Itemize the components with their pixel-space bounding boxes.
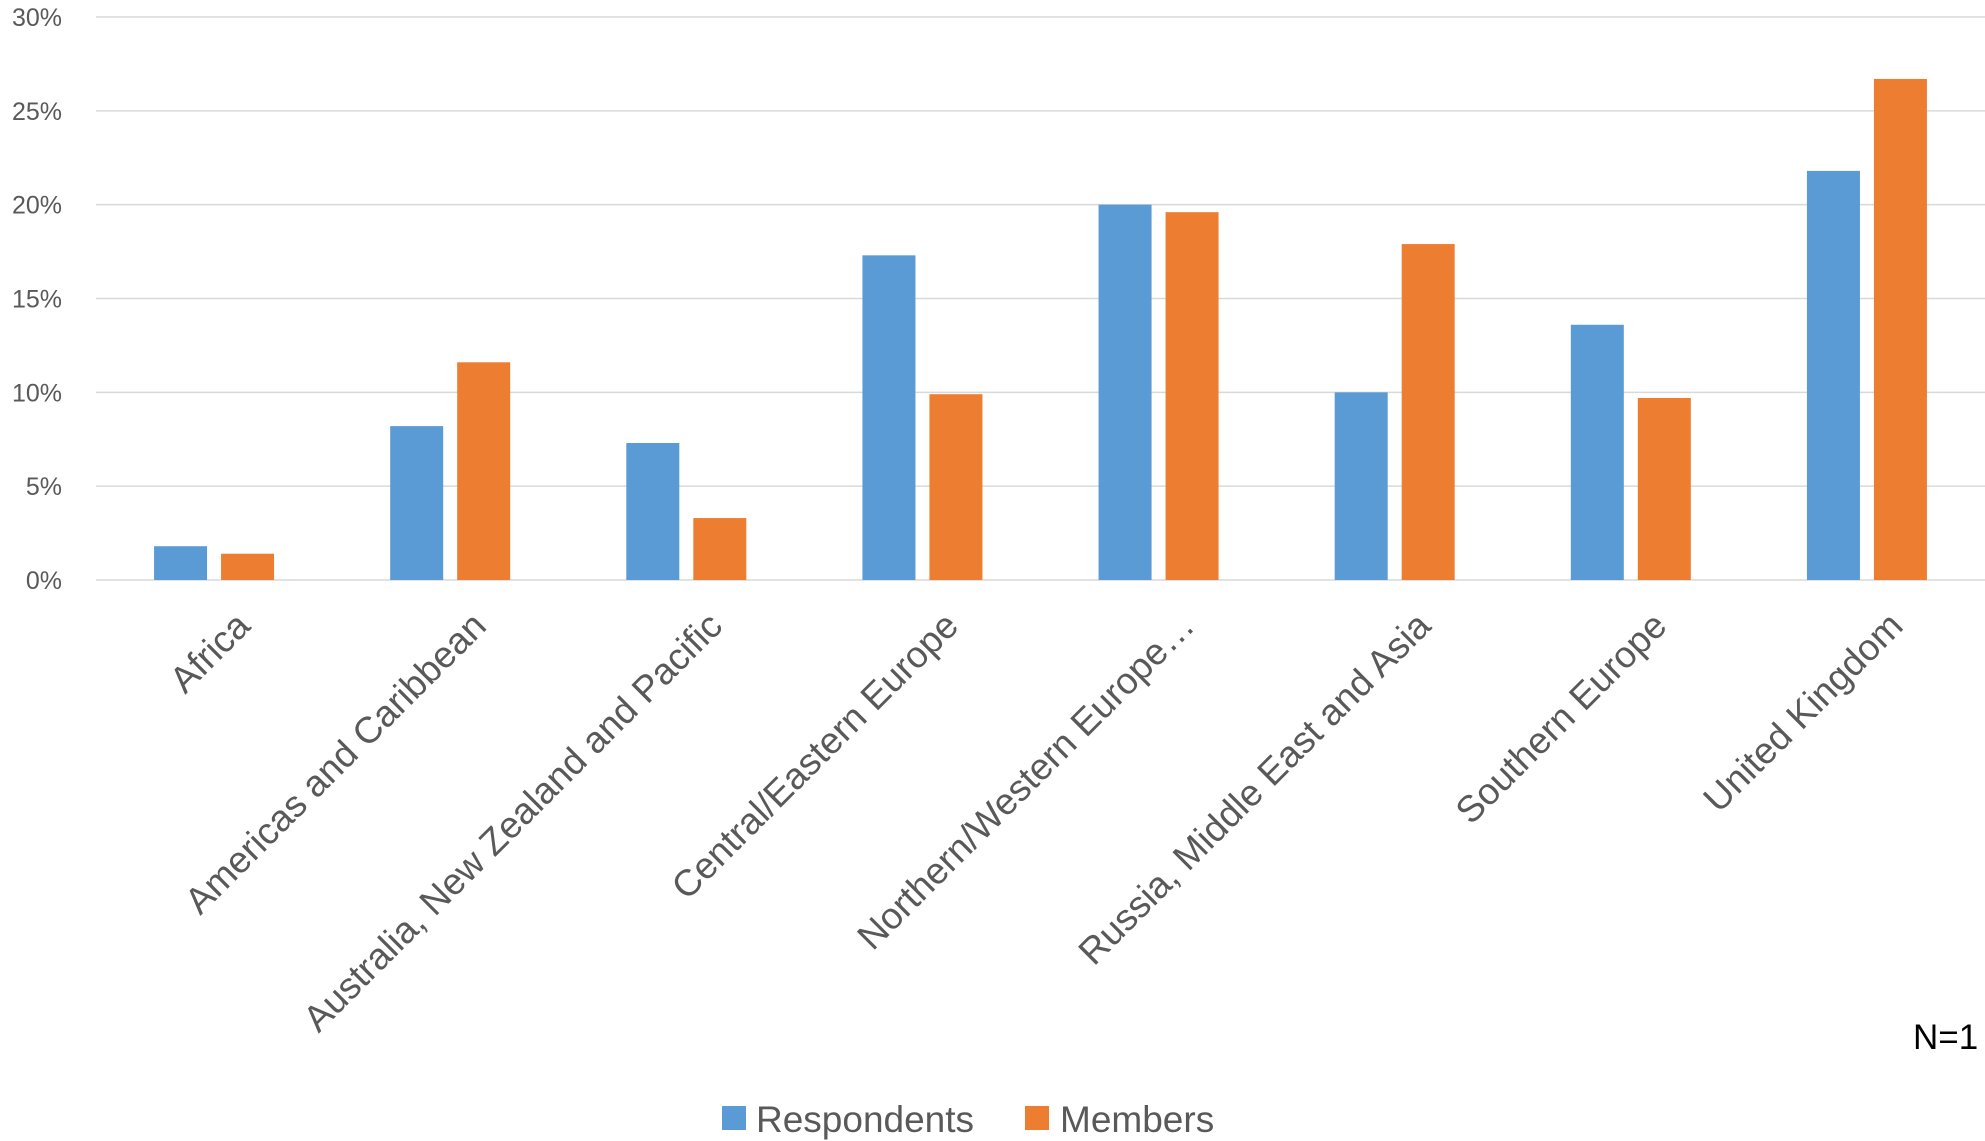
y-tick-label: 0% bbox=[26, 567, 62, 595]
bar-respondents-australia-new-zealand-and-pacific bbox=[626, 443, 680, 580]
gridlines bbox=[96, 16, 1985, 581]
bar-members-southern-europe bbox=[1637, 397, 1691, 580]
y-tick-label: 15% bbox=[12, 286, 62, 314]
x-tick-label-africa: Africa bbox=[162, 604, 258, 700]
bars bbox=[154, 78, 1927, 581]
sample-size-note: N=1 bbox=[1913, 1018, 1978, 1057]
y-tick-label: 20% bbox=[12, 192, 62, 220]
bar-respondents-americas-and-caribbean bbox=[390, 426, 444, 580]
bar-members-americas-and-caribbean bbox=[457, 362, 511, 580]
y-tick-label: 5% bbox=[26, 473, 62, 501]
bar-members-australia-new-zealand-and-pacific bbox=[693, 518, 747, 580]
legend-swatch-members bbox=[1025, 1106, 1049, 1130]
y-axis-ticks: 0% 5% 10% 15% 20% 25% 30% bbox=[12, 4, 62, 595]
bar-respondents-northern-western-europe bbox=[1098, 204, 1152, 580]
bar-respondents-africa bbox=[154, 546, 208, 580]
bar-members-africa bbox=[221, 553, 275, 580]
bar-respondents-central-eastern-europe bbox=[862, 255, 916, 580]
legend: Respondents Members bbox=[722, 1099, 1214, 1140]
bar-members-russia-middle-east-and-asia bbox=[1401, 244, 1455, 580]
x-tick-label-southern-europe: Southern Europe bbox=[1448, 605, 1675, 832]
y-tick-label: 10% bbox=[12, 379, 62, 407]
bar-members-northern-western-europe bbox=[1165, 212, 1219, 580]
x-tick-label-united-kingdom: United Kingdom bbox=[1695, 605, 1910, 820]
bar-respondents-united-kingdom bbox=[1806, 170, 1860, 581]
legend-swatch-respondents bbox=[722, 1106, 746, 1130]
y-tick-label: 25% bbox=[12, 98, 62, 126]
bar-members-central-eastern-europe bbox=[929, 394, 983, 580]
legend-label-respondents: Respondents bbox=[756, 1099, 974, 1140]
x-tick-label-australia-new-zealand-and-pacific: Australia, New Zealand and Pacific bbox=[295, 605, 730, 1040]
bar-respondents-southern-europe bbox=[1570, 324, 1624, 580]
legend-label-members: Members bbox=[1060, 1099, 1214, 1140]
y-tick-label: 30% bbox=[12, 4, 62, 32]
bar-respondents-russia-middle-east-and-asia bbox=[1334, 392, 1388, 580]
bar-members-united-kingdom bbox=[1873, 78, 1927, 581]
